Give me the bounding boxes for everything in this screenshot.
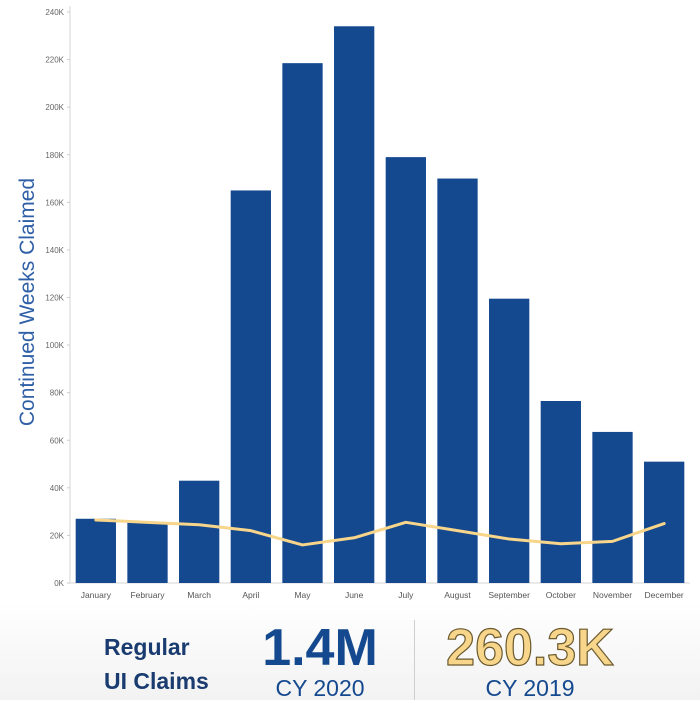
x-tick-label: May (294, 590, 311, 600)
bar (127, 522, 168, 583)
y-axis-ticks: 0K 20K 40K 60K 80K 100K 120K 140K 160K 180K 200K 22… (45, 8, 70, 588)
chart-area: 0K 20K 40K 60K 80K 100K 120K 140K 160K 180K 200K 22… (16, 6, 690, 600)
year-2019-label: CY 2019 (485, 675, 575, 701)
bar (334, 26, 375, 583)
bars (75, 26, 685, 584)
x-tick-label: October (546, 590, 576, 600)
line-series-path (94, 518, 666, 547)
y-axis-label: Continued Weeks Claimed (16, 178, 39, 426)
y-tick-label: 100K (45, 341, 64, 350)
x-tick-label: April (242, 590, 259, 600)
bar (385, 157, 426, 584)
bar (592, 431, 633, 583)
y-tick-label: 160K (45, 198, 64, 207)
x-tick-label: July (398, 590, 414, 600)
x-tick-label: November (593, 590, 632, 600)
bar (230, 190, 271, 583)
y-tick-label: 200K (45, 103, 64, 112)
year-2020-label: CY 2020 (275, 675, 365, 701)
claims-label: Regular UI Claims (104, 630, 234, 698)
y-tick-label: 80K (50, 389, 65, 398)
divider (414, 620, 415, 700)
y-tick-label: 40K (50, 484, 65, 493)
x-axis-labels: January February March April May June July Augu… (81, 590, 684, 600)
x-tick-label: August (444, 590, 471, 600)
x-tick-label: December (645, 590, 684, 600)
y-tick-label: 240K (45, 8, 64, 17)
x-tick-label: March (187, 590, 211, 600)
y-tick-label: 20K (50, 531, 65, 540)
y-tick-label: 0K (54, 579, 64, 588)
x-tick-label: February (130, 590, 165, 600)
bar (75, 518, 116, 583)
bar (179, 480, 220, 583)
bar-chart: 0K 20K 40K 60K 80K 100K 120K 140K 160K 180K 200K 22… (16, 6, 690, 600)
bar (282, 63, 323, 583)
claims-label-line2: UI Claims (104, 668, 209, 694)
line-series (94, 518, 666, 547)
total-2020-value: 1.4M (262, 619, 378, 677)
bar (437, 178, 478, 583)
y-tick-label: 120K (45, 294, 64, 303)
summary-footer: Regular UI Claims 1.4M CY 2020 260.3K CY… (0, 602, 700, 701)
y-tick-label: 140K (45, 246, 64, 255)
x-tick-label: June (345, 590, 364, 600)
bar (540, 400, 581, 583)
x-tick-label: January (81, 590, 112, 600)
claims-label-line1: Regular (104, 634, 190, 660)
y-tick-label: 60K (50, 436, 65, 445)
y-tick-label: 180K (45, 151, 64, 160)
y-tick-label: 220K (45, 56, 64, 65)
total-2019-value: 260.3K (446, 619, 615, 677)
x-tick-label: September (488, 590, 530, 600)
